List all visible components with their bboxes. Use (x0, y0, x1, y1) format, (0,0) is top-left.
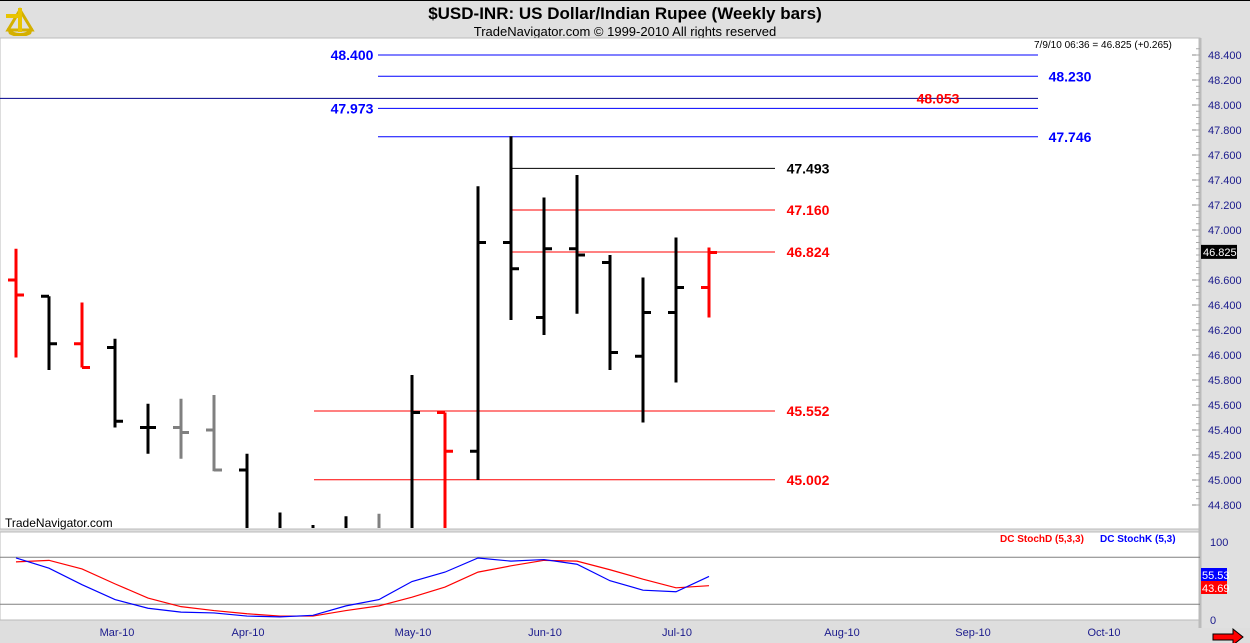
x-tick-label: Jun-10 (528, 627, 562, 639)
level-label: 48.400 (331, 47, 374, 63)
x-tick-label: Aug-10 (824, 627, 859, 639)
level-label: 48.230 (1049, 68, 1092, 84)
y-tick-label: 45.200 (1208, 450, 1242, 462)
chart-header: $USD-INR: US Dollar/Indian Rupee (Weekly… (0, 0, 1250, 39)
ohlc-bar (377, 513, 381, 528)
copyright: TradeNavigator.com © 1999-2010 All right… (473, 24, 777, 39)
y-tick-label: 48.400 (1208, 50, 1242, 62)
y-tick-label: 44.800 (1208, 500, 1242, 512)
y-tick-label: 46.000 (1208, 350, 1242, 362)
y-tick-label: 47.800 (1208, 125, 1242, 137)
stoch-value: 43.69 (1202, 583, 1230, 595)
ohlc-bar (701, 247, 717, 318)
x-tick-label: Mar-10 (100, 627, 135, 639)
y-tick-label: 47.600 (1208, 150, 1242, 162)
last-quote: 7/9/10 06:36 = 46.825 (+0.265) (1034, 40, 1172, 51)
ohlc-bar (41, 294, 57, 370)
ohlc-bar (536, 197, 552, 335)
stoch-y-tick: 100 (1210, 537, 1228, 549)
y-tick-label: 46.600 (1208, 275, 1242, 287)
stoch-value-box (1201, 568, 1227, 581)
ohlc-bar (239, 453, 249, 528)
y-tick-label: 47.200 (1208, 200, 1242, 212)
level-label: 46.824 (787, 244, 830, 260)
y-tick-label: 45.400 (1208, 425, 1242, 437)
level-label: 45.552 (787, 403, 830, 419)
ohlc-bar (344, 516, 348, 528)
level-label: 47.973 (331, 100, 374, 116)
x-tick-label: May-10 (395, 627, 432, 639)
stoch-value: 55.53 (1202, 570, 1230, 582)
y-tick-label: 45.600 (1208, 400, 1242, 412)
level-label: 47.746 (1049, 129, 1092, 145)
ohlc-bar (173, 398, 189, 459)
legend-stochk: DC StochK (5,3) (1100, 534, 1176, 545)
y-tick-label: 47.400 (1208, 175, 1242, 187)
ohlc-bar (602, 255, 618, 370)
level-label: 47.493 (787, 160, 830, 176)
ohlc-bar (635, 277, 651, 423)
level-label: 45.002 (787, 472, 830, 488)
legend-stochd: DC StochD (5,3,3) (1000, 534, 1084, 545)
sextant-icon (5, 7, 35, 36)
y-tick-label: 48.200 (1208, 75, 1242, 87)
ohlc-bar (278, 512, 282, 528)
x-tick-label: Apr-10 (231, 627, 264, 639)
stoch-line-0 (15, 559, 710, 617)
y-tick-label: 46.400 (1208, 300, 1242, 312)
ohlc-bar (437, 411, 453, 528)
last-price-box (1201, 244, 1237, 259)
level-label: 48.053 (917, 90, 960, 106)
ohlc-bar (470, 186, 486, 480)
stoch-y-tick: 0 (1210, 615, 1216, 627)
x-tick-label: Oct-10 (1087, 627, 1120, 639)
ohlc-bar (206, 395, 222, 472)
price-axis (1200, 38, 1250, 628)
y-tick-label: 48.000 (1208, 100, 1242, 112)
chart-title: $USD-INR: US Dollar/Indian Rupee (Weekly… (428, 4, 822, 23)
ohlc-bar (74, 302, 90, 369)
x-tick-label: Sep-10 (955, 627, 990, 639)
scroll-right-arrow-icon[interactable] (1212, 627, 1244, 643)
last-price-label: 46.825 (1203, 247, 1237, 259)
price-plot (0, 54, 1038, 528)
ohlc-bar (410, 375, 420, 528)
y-tick-label: 45.800 (1208, 375, 1242, 387)
ohlc-bar (668, 237, 684, 383)
stoch-value-box (1201, 581, 1227, 594)
level-label: 47.160 (787, 202, 830, 218)
y-tick-label: 46.200 (1208, 325, 1242, 337)
ohlc-bar (107, 338, 123, 428)
ohlc-bar (569, 175, 585, 314)
stoch-line-1 (15, 557, 710, 618)
price-panel (0, 37, 1201, 530)
ohlc-bar (8, 248, 24, 358)
ohlc-bar (503, 136, 519, 320)
y-tick-label: 47.000 (1208, 225, 1242, 237)
y-tick-label: 45.000 (1208, 475, 1242, 487)
watermark: TradeNavigator.com (5, 516, 113, 530)
ohlc-bar (140, 403, 156, 454)
x-tick-label: Jul-10 (662, 627, 692, 639)
